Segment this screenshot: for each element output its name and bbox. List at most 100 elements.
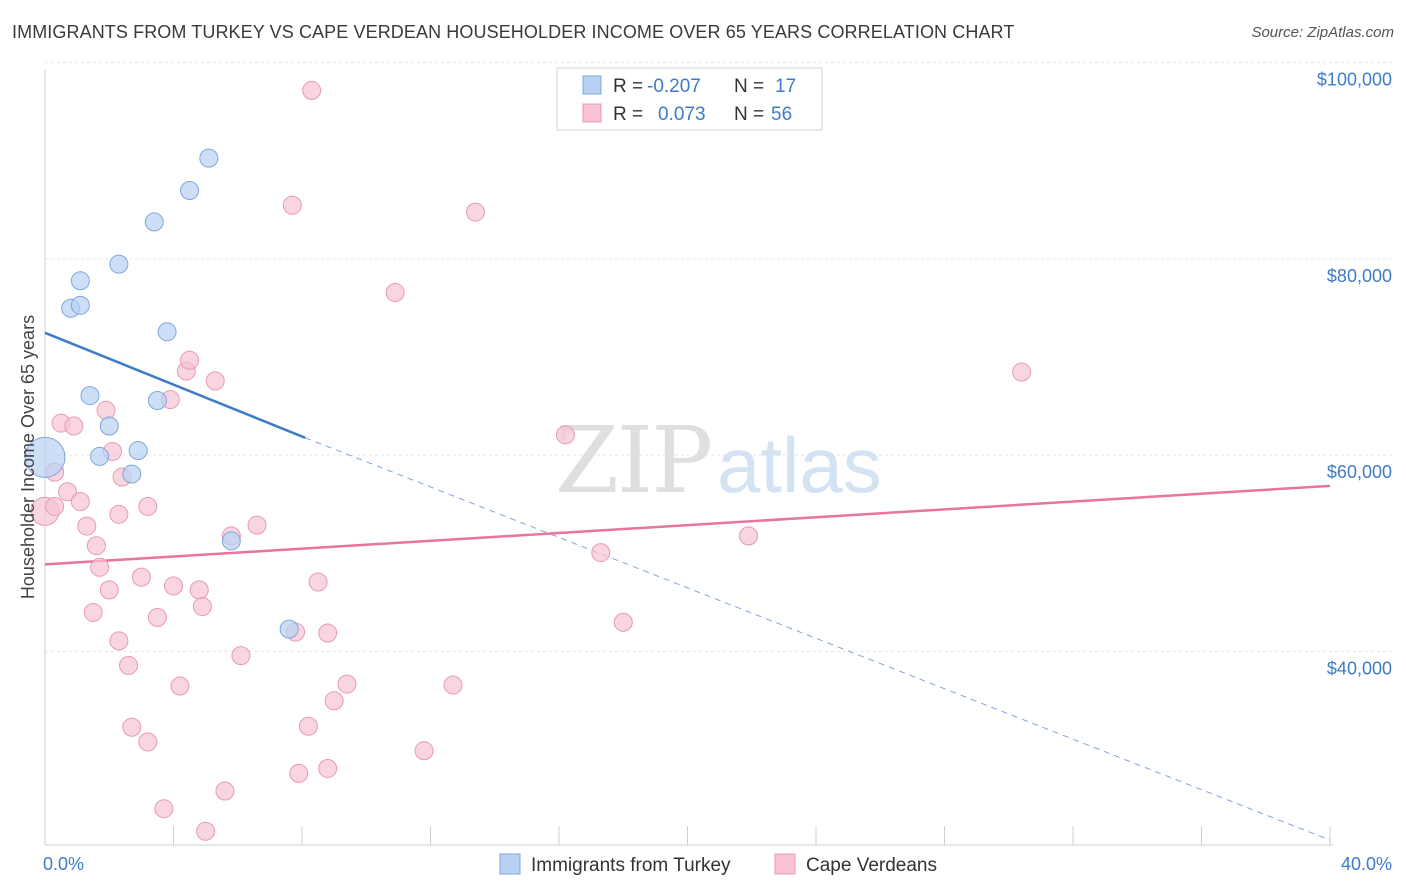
cape-verdeans-point [138,732,158,752]
cape-verdeans-point [77,516,97,536]
cape-verdeans-point [308,572,328,592]
cape-verdeans-point [318,758,338,778]
y-axis-label: Householder Income Over 65 years [18,315,38,599]
stats-blue-n-label: N = [734,76,764,97]
stats-blue-swatch [582,75,602,95]
cape-verdeans-point [443,675,463,695]
series-legend: Immigrants from Turkey Cape Verdeans [499,853,937,876]
turkey-point [70,295,90,315]
trend-lines [44,331,1331,841]
stats-blue-r-value: -0.207 [647,76,701,97]
turkey-point [128,441,148,461]
turkey-point [180,181,200,201]
turkey-point [80,386,100,406]
stats-blue-r-label: R = [613,76,643,97]
cape-verdeans-point [613,612,633,632]
stats-pink-r-label: R = [613,104,643,125]
legend-swatch-cape-verdeans [774,853,796,875]
x-tick-marks [173,826,1331,845]
gridlines [45,62,1393,652]
cape-verdeans-point [739,526,759,546]
source-label: Source: ZipAtlas.com [1251,24,1394,41]
y-tick-label-60000: $60,000 [1327,462,1392,482]
cape-verdeans-point [109,504,129,524]
stats-pink-swatch [582,103,602,123]
cape-verdeans-point [170,676,190,696]
cape-verdeans-point [138,496,158,516]
cape-verdeans-point [205,371,225,391]
legend-label-cape-verdeans: Cape Verdeans [806,855,937,876]
cape-verdeans-point [70,492,90,512]
stats-legend: R = -0.207 N = 17 R = 0.073 N = 56 [556,67,823,131]
cape-verdeans-point [289,763,309,783]
cape-verdeans-point [96,400,116,420]
turkey-point [279,619,299,639]
y-tick-labels: $40,000 $60,000 $80,000 $100,000 [1317,70,1392,679]
cape-verdeans-point [298,716,318,736]
x-tick-label-min: 0.0% [43,854,84,874]
cape-verdeans-point [83,602,103,622]
turkey-point [157,322,177,342]
cape-verdeans-point [147,607,167,627]
cape-verdeans-point [414,741,434,761]
cape-verdeans-point [192,597,212,617]
cape-verdeans-point [131,567,151,587]
cape-verdeans-point [337,674,357,694]
cape-verdeans-point [57,482,77,502]
turkey-point [147,390,167,410]
cape-verdeans-point [99,580,119,600]
legend-label-turkey: Immigrants from Turkey [531,855,731,876]
cape-verdeans-point [591,543,611,563]
stats-pink-n-value: 56 [771,104,792,125]
cape-verdeans-point [555,425,575,445]
series-cape-verdeans [30,80,1032,841]
cape-verdeans-point [215,781,235,801]
turkey-point [122,464,142,484]
watermark: ZIP atlas [555,407,882,514]
cape-verdeans-point [1012,362,1032,382]
cape-verdeans-point [247,515,267,535]
turkey-point [221,531,241,551]
turkey-point [24,436,66,478]
cape-verdeans-point [45,496,65,516]
watermark-zip: ZIP [555,407,711,514]
y-tick-label-80000: $80,000 [1327,266,1392,286]
turkey-point [109,254,129,274]
cape-verdeans-point [86,536,106,556]
cape-verdeans-point [109,631,129,651]
trend-line-turkey-extrapolated [305,437,1331,841]
stats-pink-r-value: 0.073 [658,104,706,125]
cape-verdeans-point [64,416,84,436]
turkey-point [70,271,90,291]
trend-line-cape-verdeans [44,484,1331,566]
stats-pink-n-label: N = [734,104,764,125]
cape-verdeans-point [231,646,251,666]
chart-title: IMMIGRANTS FROM TURKEY VS CAPE VERDEAN H… [12,22,1015,42]
turkey-point [90,446,110,466]
turkey-point [144,212,164,232]
cape-verdeans-point [465,202,485,222]
watermark-atlas: atlas [717,421,882,509]
cape-verdeans-point [119,655,139,675]
x-tick-label-max: 40.0% [1341,854,1392,874]
y-tick-label-100000: $100,000 [1317,70,1392,90]
cape-verdeans-point [189,580,209,600]
trend-line-turkey [44,331,306,439]
y-tick-label-40000: $40,000 [1327,658,1392,678]
turkey-point [99,416,119,436]
legend-swatch-turkey [499,853,521,875]
cape-verdeans-point [324,691,344,711]
cape-verdeans-point [282,195,302,215]
series-immigrants-from-turkey [24,148,299,639]
cape-verdeans-point [180,350,200,370]
cape-verdeans-point [90,557,110,577]
turkey-point [199,148,219,168]
stats-blue-n-value: 17 [775,76,796,97]
cape-verdeans-point [302,80,322,100]
cape-verdeans-point [385,283,405,303]
cape-verdeans-point [122,717,142,737]
cape-verdeans-point [196,821,216,841]
cape-verdeans-point [154,799,174,819]
cape-verdeans-point [164,576,183,596]
